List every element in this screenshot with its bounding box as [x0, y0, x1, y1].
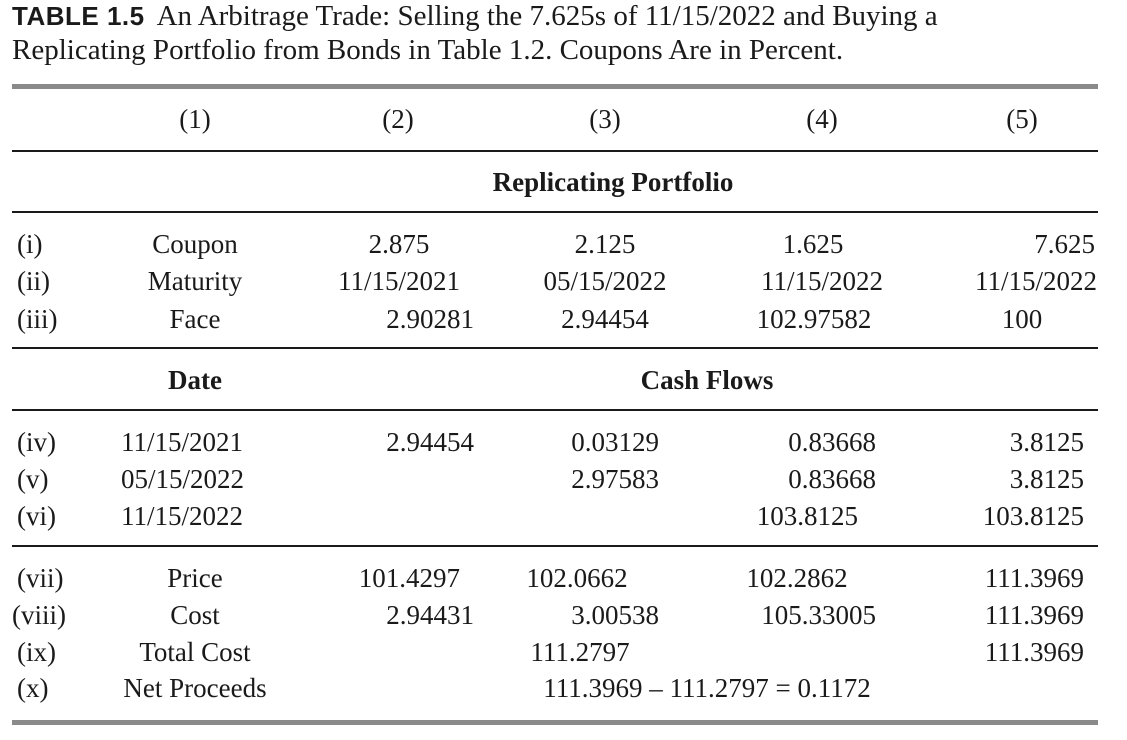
table-cell: 11/15/2022 — [974, 266, 1097, 296]
row-number: (i) — [17, 229, 43, 259]
table-cell: 2.875 — [368, 229, 430, 259]
row-number: (vii) — [17, 563, 64, 593]
row-number: (x) — [17, 673, 49, 703]
portfolio-section-header: Replicating Portfolio — [492, 167, 734, 197]
cashflow-section-rule — [12, 545, 1098, 547]
net-proceeds-value: 111.3969 – 111.2797 = 0.1172 — [543, 673, 871, 703]
table-cell: 103.8125 — [982, 501, 1084, 531]
row-label: Face — [169, 304, 221, 334]
table-cell: 3.00538 — [571, 600, 659, 630]
row-label: Net Proceeds — [123, 673, 267, 703]
column-header-5: (5) — [1006, 104, 1038, 134]
table-cell: 2.94431 — [386, 600, 474, 630]
column-header-3: (3) — [589, 104, 621, 134]
column-header-2: (2) — [382, 104, 414, 134]
table-cell: 111.3969 — [984, 637, 1084, 667]
table-cell: 0.03129 — [571, 427, 659, 457]
column-header-1: (1) — [179, 104, 211, 134]
cashflow-date: 11/15/2022 — [121, 501, 244, 531]
row-number: (viii) — [12, 600, 66, 630]
cashflows-section-header: Cash Flows — [640, 365, 774, 395]
row-number: (iv) — [17, 427, 56, 457]
table-cell: 3.8125 — [1009, 464, 1084, 494]
row-number: (ix) — [17, 637, 56, 667]
row-label: Total Cost — [139, 637, 251, 667]
table-cell: 103.8125 — [756, 501, 858, 531]
table-cell: 101.4297 — [358, 563, 460, 593]
table-cell: 111.3969 — [984, 600, 1084, 630]
header-rule — [12, 150, 1098, 152]
bottom-rule — [12, 720, 1098, 725]
cashflow-date: 11/15/2021 — [121, 427, 244, 457]
table-cell: 7.625 — [1034, 229, 1095, 259]
column-header-4: (4) — [806, 104, 838, 134]
table-cell: 2.94454 — [386, 427, 474, 457]
row-number: (ii) — [17, 266, 50, 296]
date-section-header: Date — [168, 365, 222, 395]
top-rule — [12, 84, 1098, 89]
table-cell: 111.3969 — [984, 563, 1084, 593]
cashflow-date: 05/15/2022 — [121, 464, 245, 494]
row-number: (v) — [17, 464, 49, 494]
row-label: Price — [167, 563, 223, 593]
row-label: Cost — [170, 600, 220, 630]
row-number: (vi) — [17, 501, 56, 531]
table-cell: 11/15/2022 — [760, 266, 884, 296]
table-cell: 102.0662 — [526, 563, 628, 593]
row-number: (iii) — [17, 304, 58, 334]
table-cell: 2.125 — [574, 229, 636, 259]
table-number: TABLE 1.5 — [12, 1, 145, 31]
table-cell: 0.83668 — [788, 427, 876, 457]
bond-section-rule — [12, 347, 1098, 349]
table-cell: 105.33005 — [761, 600, 876, 630]
row-label: Maturity — [147, 266, 243, 296]
caption-title: An Arbitrage Trade: Selling the 7.625s o… — [156, 0, 938, 32]
table-cell: 2.94454 — [561, 304, 649, 334]
table-cell: 2.90281 — [386, 304, 474, 334]
table-cell: 102.97582 — [756, 304, 872, 334]
table-cell: 2.97583 — [571, 464, 659, 494]
cashflow-header-rule — [12, 409, 1098, 411]
table-cell: 3.8125 — [1009, 427, 1084, 457]
row-label: Coupon — [152, 229, 238, 259]
table-cell: 1.625 — [782, 229, 844, 259]
total-cost-value: 111.2797 — [530, 637, 630, 667]
portfolio-header-rule — [12, 211, 1098, 213]
table-cell: 11/15/2021 — [337, 266, 461, 296]
caption-line-2: Replicating Portfolio from Bonds in Tabl… — [12, 34, 844, 66]
caption-line-1: TABLE 1.5 An Arbitrage Trade: Selling the… — [12, 0, 938, 33]
table-cell: 102.2862 — [746, 563, 848, 593]
table-cell: 100 — [1001, 304, 1043, 334]
table-cell: 05/15/2022 — [543, 266, 667, 296]
table-cell: 0.83668 — [788, 464, 876, 494]
